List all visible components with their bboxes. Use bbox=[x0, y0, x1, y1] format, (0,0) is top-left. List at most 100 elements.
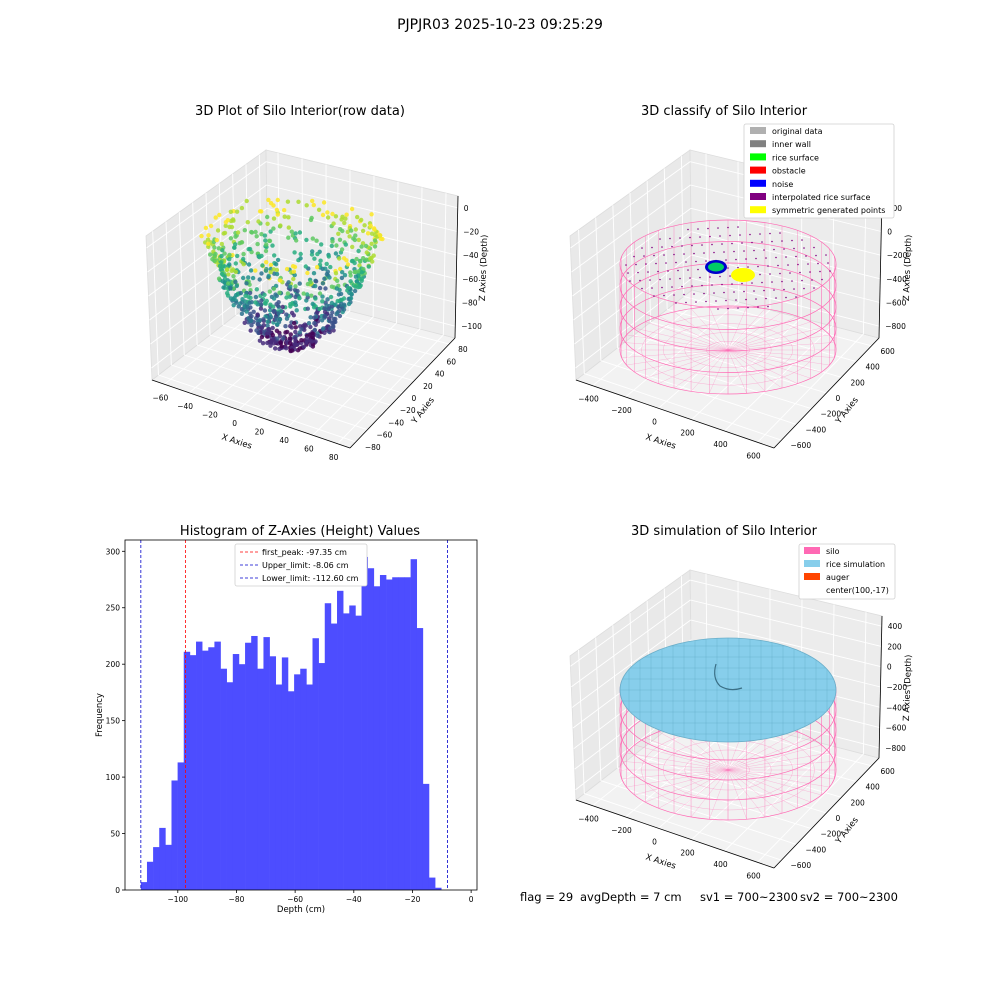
p1-gridline bbox=[205, 192, 211, 336]
p4-legend-label: silo bbox=[826, 547, 840, 556]
p2-surface-point bbox=[721, 283, 723, 286]
p2-surface-point bbox=[813, 246, 815, 249]
p1-point bbox=[206, 233, 211, 238]
p3-bar bbox=[220, 668, 227, 890]
p1-point bbox=[315, 265, 320, 270]
p4-y-tick-label: −200 bbox=[821, 830, 842, 839]
p1-point bbox=[222, 251, 227, 256]
p1-point bbox=[275, 336, 280, 341]
p2-y-axis-line bbox=[773, 337, 880, 449]
p1-point bbox=[324, 261, 329, 267]
p1-point bbox=[248, 328, 253, 333]
p2-surface-point bbox=[789, 272, 791, 274]
panel2-classify3d: −400−2000200400600−600−400−2000200400600… bbox=[569, 123, 914, 460]
p4-silo-line bbox=[658, 769, 729, 809]
p3-x-tick-label: −40 bbox=[346, 895, 362, 904]
p1-point bbox=[296, 199, 301, 204]
p3-bar bbox=[312, 638, 319, 890]
p1-point bbox=[232, 245, 237, 250]
p1-point bbox=[380, 236, 385, 242]
p1-point bbox=[258, 306, 264, 311]
p2-surface-point bbox=[697, 268, 699, 271]
p1-point bbox=[333, 271, 339, 276]
p1-x-tick-label: −40 bbox=[177, 402, 193, 411]
p2-surface-point bbox=[759, 233, 761, 235]
p4-gridline bbox=[690, 619, 882, 668]
p1-z-tick-label: −100 bbox=[461, 322, 482, 331]
p1-point bbox=[267, 289, 272, 294]
p1-point bbox=[303, 323, 309, 328]
p3-y-tick-label: 250 bbox=[106, 604, 121, 613]
p1-point bbox=[250, 275, 256, 281]
p1-point bbox=[352, 260, 357, 266]
p3-bar bbox=[214, 641, 221, 890]
p2-silo-line bbox=[727, 349, 835, 358]
p2-surface-point bbox=[679, 277, 681, 280]
p2-silo-line bbox=[690, 349, 729, 392]
p1-point bbox=[350, 244, 355, 250]
p2-surface-point bbox=[767, 305, 769, 308]
p2-surface-point bbox=[807, 263, 809, 265]
p2-surface-point bbox=[779, 272, 781, 275]
p1-gridline bbox=[266, 161, 458, 209]
p1-gridline bbox=[301, 158, 304, 300]
p4-z-axis-label: Z Axies (Depth) bbox=[902, 654, 914, 721]
p1-point bbox=[309, 339, 315, 344]
p2-surface-point bbox=[747, 306, 749, 309]
p1-point bbox=[322, 309, 328, 314]
p2-gridline bbox=[680, 156, 685, 297]
p3-x-tick-label: −60 bbox=[287, 895, 303, 904]
p1-point bbox=[219, 241, 224, 247]
p1-point bbox=[292, 320, 297, 326]
p2-surface-point bbox=[687, 228, 689, 231]
p1-point bbox=[246, 247, 251, 252]
p1-point bbox=[216, 276, 222, 281]
p1-point bbox=[293, 284, 298, 289]
p1-point bbox=[301, 291, 306, 296]
p1-gridline bbox=[184, 354, 380, 418]
p1-point bbox=[294, 308, 299, 313]
p1-point bbox=[213, 215, 218, 220]
p1-point bbox=[329, 300, 335, 306]
p1-point bbox=[274, 317, 279, 322]
p2-surface-point bbox=[667, 270, 669, 272]
p2-silo-line bbox=[621, 342, 729, 351]
p1-point bbox=[217, 263, 223, 269]
p1-point bbox=[234, 283, 239, 289]
p1-point bbox=[368, 256, 373, 261]
p2-surface-point bbox=[763, 249, 765, 251]
p1-point bbox=[233, 292, 239, 298]
p4-legend: silo rice simulation auger center(100,-17) bbox=[798, 543, 896, 600]
p2-legend-label: symmetric generated points bbox=[772, 206, 885, 215]
p4-legend-label: auger bbox=[826, 573, 850, 582]
p1-point bbox=[276, 311, 281, 316]
p2-surface-point bbox=[691, 244, 693, 247]
p2-silo-line bbox=[727, 334, 830, 351]
p1-x-axis-label: X Axies bbox=[220, 432, 253, 451]
p2-surface-point bbox=[703, 252, 705, 254]
p3-y-tick-label: 300 bbox=[106, 547, 121, 556]
p2-x-tick-label: −200 bbox=[611, 406, 632, 415]
p1-point bbox=[265, 214, 270, 220]
p1-point bbox=[259, 325, 265, 330]
p1-point bbox=[342, 273, 348, 278]
p3-bar bbox=[269, 656, 277, 890]
p2-legend-swatch bbox=[750, 166, 766, 174]
p1-point bbox=[289, 325, 294, 330]
p2-surface-point bbox=[829, 270, 831, 272]
p1-point bbox=[338, 291, 344, 297]
p2-surface-point bbox=[703, 292, 705, 295]
p1-point bbox=[312, 321, 317, 326]
p2-legend-label: obstacle bbox=[772, 167, 806, 176]
p2-surface-point bbox=[827, 262, 829, 264]
p1-point bbox=[301, 344, 307, 349]
p4-y-tick-label: −400 bbox=[806, 845, 827, 854]
footer-flag: flag = 29 bbox=[520, 890, 574, 904]
p1-point bbox=[282, 208, 287, 213]
p1-point bbox=[345, 262, 351, 267]
p1-point bbox=[227, 257, 232, 262]
p1-point bbox=[365, 231, 371, 236]
p1-point bbox=[290, 264, 296, 269]
p2-surface-point bbox=[647, 271, 649, 273]
p3-y-tick-label: 0 bbox=[115, 886, 120, 895]
